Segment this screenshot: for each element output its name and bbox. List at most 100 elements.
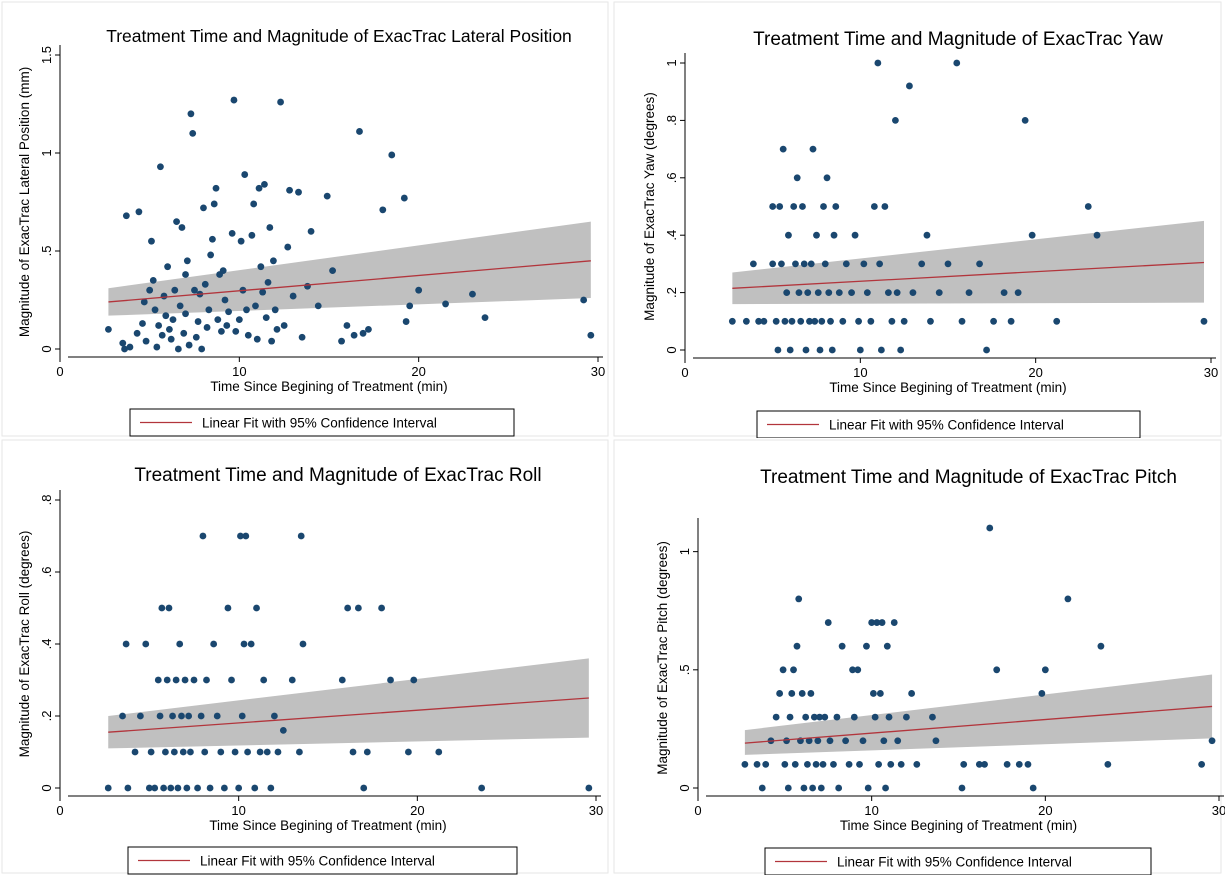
data-point	[231, 748, 239, 756]
data-point	[178, 224, 186, 231]
data-point	[1007, 317, 1015, 325]
data-point	[809, 145, 817, 153]
data-point	[867, 317, 875, 325]
data-point	[800, 784, 808, 792]
data-point	[151, 306, 159, 314]
data-point	[344, 604, 352, 612]
data-point	[363, 748, 371, 756]
data-point	[790, 203, 798, 210]
data-point	[263, 748, 271, 756]
data-point	[860, 260, 868, 268]
data-point	[147, 748, 155, 756]
data-point	[883, 642, 891, 650]
data-point	[903, 713, 910, 721]
data-point	[585, 784, 593, 792]
data-point	[932, 737, 940, 745]
data-point	[295, 188, 302, 196]
chart-frame	[613, 439, 1222, 874]
data-point	[247, 640, 255, 648]
confidence-band	[744, 674, 1213, 755]
y-tick-label: .8	[664, 115, 679, 126]
data-point	[769, 203, 777, 210]
data-point	[288, 676, 296, 684]
data-point	[219, 267, 227, 274]
y-tick-label: 0	[677, 784, 692, 791]
data-point	[1041, 666, 1049, 674]
chart-frame	[613, 1, 1222, 437]
data-point	[232, 327, 240, 335]
data-point	[779, 666, 787, 674]
data-point	[255, 184, 263, 192]
data-point	[783, 289, 791, 296]
data-point	[225, 308, 232, 316]
chart-frame	[1, 1, 609, 437]
data-point	[792, 260, 799, 268]
data-point	[1015, 760, 1023, 768]
data-point	[153, 343, 161, 351]
data-point	[1000, 289, 1008, 296]
data-point	[217, 748, 225, 756]
data-point	[772, 713, 780, 721]
legend: Linear Fit with 95% Confidence Interval	[764, 847, 1152, 875]
data-point	[835, 289, 843, 296]
data-point	[299, 640, 307, 648]
data-point	[728, 317, 736, 325]
data-point	[802, 346, 810, 354]
data-point	[868, 619, 876, 626]
data-point	[173, 218, 180, 226]
data-point	[807, 690, 815, 697]
data-point	[133, 329, 141, 337]
y-tick-label: 1.5	[39, 46, 54, 64]
data-point	[778, 260, 785, 268]
data-point	[842, 737, 850, 745]
data-point	[121, 345, 128, 353]
data-point	[259, 288, 267, 296]
data-point	[270, 257, 277, 265]
data-point	[183, 784, 191, 792]
data-point	[838, 642, 846, 650]
data-point	[849, 666, 856, 674]
data-point	[823, 174, 831, 182]
x-tick-label: 20	[1028, 365, 1042, 380]
data-point	[200, 204, 207, 212]
data-point	[1003, 760, 1011, 768]
data-point	[795, 595, 803, 603]
y-tick-label: 0	[664, 346, 679, 353]
data-point	[1198, 760, 1206, 768]
data-point	[842, 260, 850, 268]
data-point	[935, 289, 943, 296]
data-point	[264, 278, 272, 286]
data-point	[873, 619, 881, 626]
fit-line	[108, 260, 591, 303]
data-point	[893, 289, 901, 296]
x-tick-label: 30	[1204, 365, 1218, 380]
data-point	[212, 184, 220, 192]
data-point	[378, 604, 385, 612]
data-point	[786, 713, 794, 721]
x-tick-label: 20	[1038, 803, 1052, 818]
data-point	[958, 784, 966, 792]
data-point	[839, 317, 847, 325]
data-point	[885, 713, 893, 721]
data-point	[165, 326, 173, 333]
data-point	[415, 286, 423, 294]
data-point	[1029, 784, 1037, 792]
chart-frame	[1, 439, 609, 874]
data-point	[1208, 737, 1216, 745]
data-point	[816, 713, 823, 721]
data-point	[142, 337, 150, 345]
data-point	[848, 289, 855, 296]
data-point	[145, 784, 153, 792]
data-point	[818, 317, 826, 325]
data-point	[354, 604, 362, 612]
chart-title: Treatment Time and Magnitude of ExacTrac…	[106, 26, 572, 46]
data-point	[298, 333, 306, 341]
data-point	[929, 713, 936, 721]
data-point	[888, 317, 896, 325]
data-point	[850, 713, 858, 721]
y-tick-label: .4	[39, 639, 54, 650]
data-point	[830, 231, 838, 239]
x-tick-label: 20	[410, 803, 424, 818]
data-point	[187, 748, 194, 756]
data-point	[927, 317, 934, 325]
